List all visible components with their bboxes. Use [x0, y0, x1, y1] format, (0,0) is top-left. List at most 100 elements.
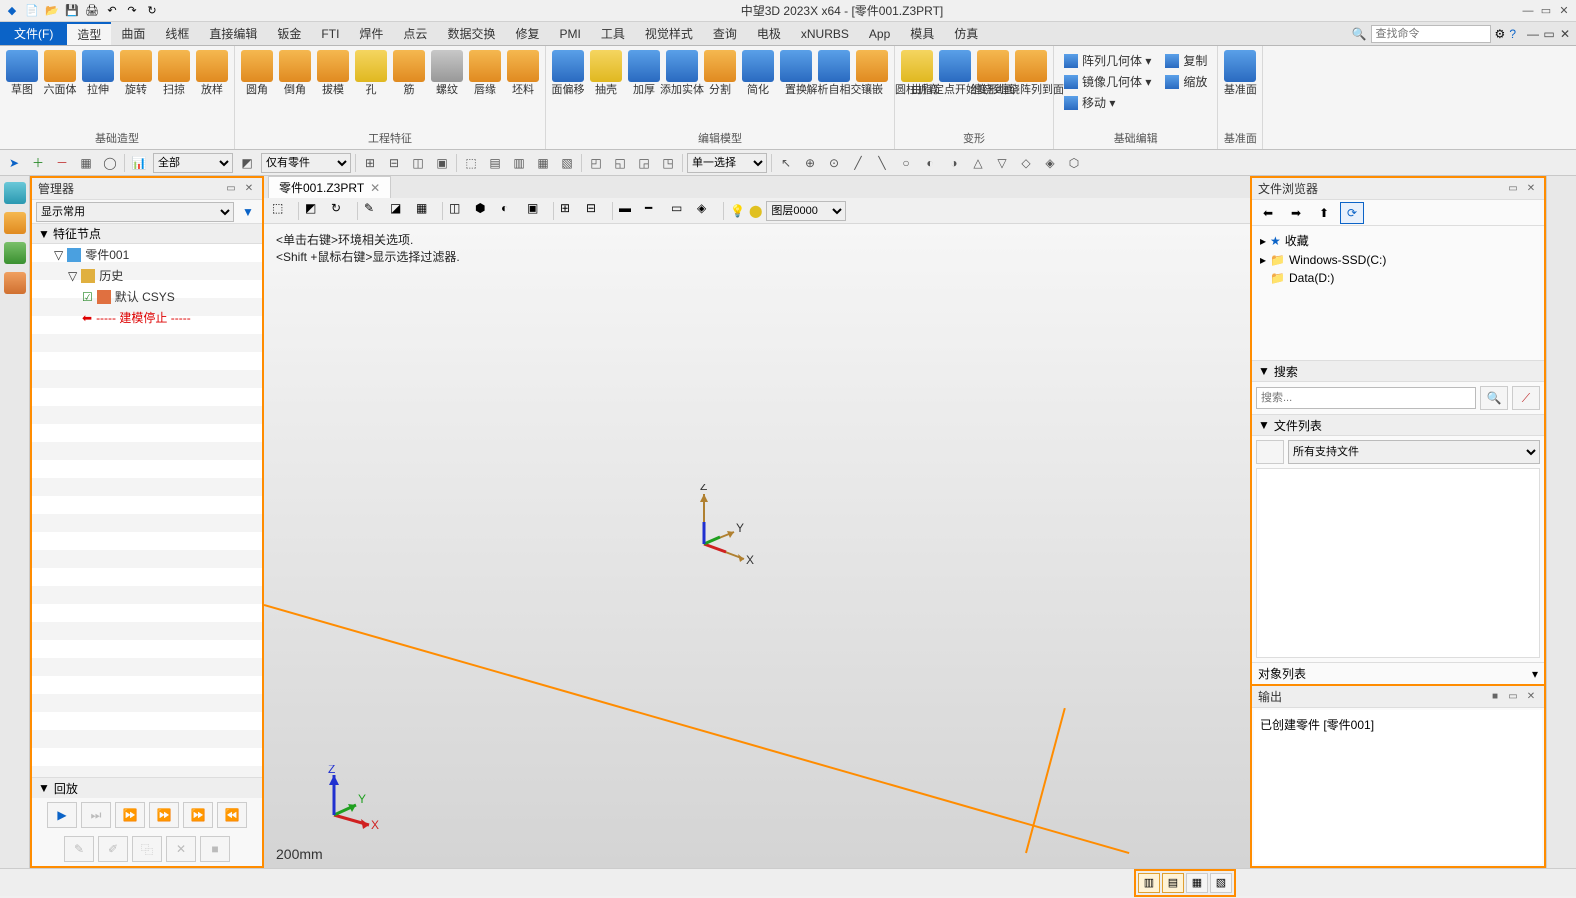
favorites-node[interactable]: ▸★收藏 [1256, 230, 1540, 251]
play-button[interactable]: ▶ [47, 802, 77, 828]
ribbon-button[interactable]: 孔 [353, 48, 389, 96]
vbtn[interactable]: ◫ [449, 201, 469, 221]
drive-node[interactable]: ▸📁Windows-SSD(C:) [1256, 251, 1540, 269]
tab-dataexchange[interactable]: 数据交换 [437, 22, 505, 45]
ribbon-button[interactable]: 倒角 [277, 48, 313, 96]
help-icon[interactable]: ? [1509, 27, 1516, 41]
vbtn[interactable]: ⬚ [272, 201, 292, 221]
ribbon-list-item[interactable]: 移动 ▾ [1064, 94, 1151, 111]
tab-pmi[interactable]: PMI [549, 22, 590, 45]
ribbon-button[interactable]: 拉伸 [80, 48, 116, 96]
cube-icon[interactable]: ◩ [237, 153, 257, 173]
tree-root[interactable]: ▽ 零件001 [32, 244, 262, 265]
cursor-icon[interactable]: ➤ [4, 153, 24, 173]
user-icon[interactable] [4, 272, 26, 294]
ribbon-button[interactable]: 草图 [4, 48, 40, 96]
step-button[interactable]: ⏭ [81, 802, 111, 828]
tb-icon[interactable]: ▽ [992, 153, 1012, 173]
status-btn-2[interactable]: ▤ [1162, 873, 1184, 893]
tree-stop[interactable]: ⬅ ----- 建模停止 ----- [32, 307, 262, 328]
search-clear-button[interactable]: ⟋ [1512, 386, 1540, 410]
tb-icon[interactable]: ▣ [432, 153, 452, 173]
tab-fti[interactable]: FTI [311, 22, 349, 45]
refresh-icon[interactable]: ↻ [144, 3, 160, 19]
vbtn[interactable]: ◐ [501, 201, 521, 221]
close-panel-icon[interactable]: ✕ [1524, 690, 1538, 704]
mdi-close[interactable]: ✕ [1558, 27, 1572, 41]
ribbon-button[interactable]: 拔模 [315, 48, 351, 96]
search-input[interactable] [1371, 25, 1491, 43]
ribbon-button[interactable]: 坯料 [505, 48, 541, 96]
tb-icon[interactable]: ◇ [1016, 153, 1036, 173]
tb-icon[interactable]: ◲ [634, 153, 654, 173]
tab-query[interactable]: 查询 [703, 22, 747, 45]
ribbon-list-item[interactable]: 阵列几何体 ▾ [1064, 52, 1151, 69]
status-btn-3[interactable]: ▦ [1186, 873, 1208, 893]
pin-icon[interactable]: ▭ [224, 182, 238, 196]
bulb2-icon[interactable]: ⬤ [749, 204, 762, 218]
ff-button[interactable]: ⏩ [183, 802, 213, 828]
edit2-button[interactable]: ✐ [98, 836, 128, 862]
tb-icon[interactable]: ⬚ [461, 153, 481, 173]
new-icon[interactable]: 📄 [24, 3, 40, 19]
status-btn-4[interactable]: ▧ [1210, 873, 1232, 893]
box-icon[interactable]: ▦ [76, 153, 96, 173]
rewind-button[interactable]: ⏪ [217, 802, 247, 828]
ribbon-button[interactable]: 筋 [391, 48, 427, 96]
tb-icon[interactable]: ⬡ [1064, 153, 1084, 173]
vbtn[interactable]: ⊞ [560, 201, 580, 221]
funnel-icon[interactable]: ▼ [238, 202, 258, 222]
ribbon-list-item[interactable]: 缩放 [1165, 73, 1207, 90]
tb-icon[interactable]: ◳ [658, 153, 678, 173]
ribbon-list-item[interactable]: 镜像几何体 ▾ [1064, 73, 1151, 90]
tb-icon[interactable]: ○ [896, 153, 916, 173]
tab-sheetmetal[interactable]: 钣金 [267, 22, 311, 45]
tb-icon[interactable]: ◈ [1040, 153, 1060, 173]
tab-xnurbs[interactable]: xNURBS [791, 22, 859, 45]
tb-icon[interactable]: ◰ [586, 153, 606, 173]
circle-icon[interactable]: ◯ [100, 153, 120, 173]
ribbon-button[interactable]: 镶嵌 [854, 48, 890, 96]
redo-icon[interactable]: ↷ [124, 3, 140, 19]
object-list-header[interactable]: 对象列表▾ [1252, 662, 1544, 684]
search-section[interactable]: ▼搜索 [1252, 360, 1544, 382]
vbtn[interactable]: ⊟ [586, 201, 606, 221]
file-list[interactable] [1256, 468, 1540, 658]
print-icon[interactable]: 🖨 [84, 3, 100, 19]
ribbon-button[interactable]: 简化 [740, 48, 776, 96]
ribbon-list-item[interactable]: 复制 [1165, 52, 1207, 69]
close-panel-icon[interactable]: ✕ [1524, 182, 1538, 196]
filter-parts-select[interactable]: 仅有零件 [261, 153, 351, 173]
status-btn-1[interactable]: ▥ [1138, 873, 1160, 893]
pin-icon[interactable]: ▭ [1506, 690, 1520, 704]
maximize-button[interactable]: ▭ [1538, 4, 1554, 18]
filebrowser-search-input[interactable] [1256, 387, 1476, 409]
tb-icon[interactable]: ╲ [872, 153, 892, 173]
vbtn[interactable]: ✎ [364, 201, 384, 221]
drive-node[interactable]: ▸📁Data(D:) [1256, 269, 1540, 287]
ribbon-button[interactable]: 解析自相交 [816, 48, 852, 96]
copy-button[interactable]: ⿻ [132, 836, 162, 862]
mdi-restore[interactable]: ▭ [1542, 27, 1556, 41]
viewport[interactable]: <单击右键>环境相关选项. <Shift +鼠标右键>显示选择过滤器. X Y … [264, 224, 1250, 868]
filelist-section[interactable]: ▼文件列表 [1252, 414, 1544, 436]
back-button[interactable]: ⬅ [1256, 202, 1280, 224]
tab-tools[interactable]: 工具 [591, 22, 635, 45]
view-mode-button[interactable] [1256, 440, 1284, 464]
plus-icon[interactable]: ＋ [28, 153, 48, 173]
refresh-button[interactable]: ⟳ [1340, 202, 1364, 224]
tb-icon[interactable]: ⊕ [800, 153, 820, 173]
undo-icon[interactable]: ↶ [104, 3, 120, 19]
tb-icon[interactable]: ◐ [920, 153, 940, 173]
ribbon-button[interactable]: 扫掠 [156, 48, 192, 96]
close-button[interactable]: ✕ [1556, 4, 1572, 18]
tb-icon[interactable]: ⊟ [384, 153, 404, 173]
pin-icon[interactable]: ▭ [1506, 182, 1520, 196]
tree-csys[interactable]: ☑ 默认 CSYS [32, 286, 262, 307]
up-button[interactable]: ⬆ [1312, 202, 1336, 224]
doc-tab[interactable]: 零件001.Z3PRT ✕ [268, 176, 391, 198]
vbtn[interactable]: ▦ [416, 201, 436, 221]
tab-repair[interactable]: 修复 [505, 22, 549, 45]
vbtn[interactable]: ◪ [390, 201, 410, 221]
stop-button[interactable]: ■ [200, 836, 230, 862]
